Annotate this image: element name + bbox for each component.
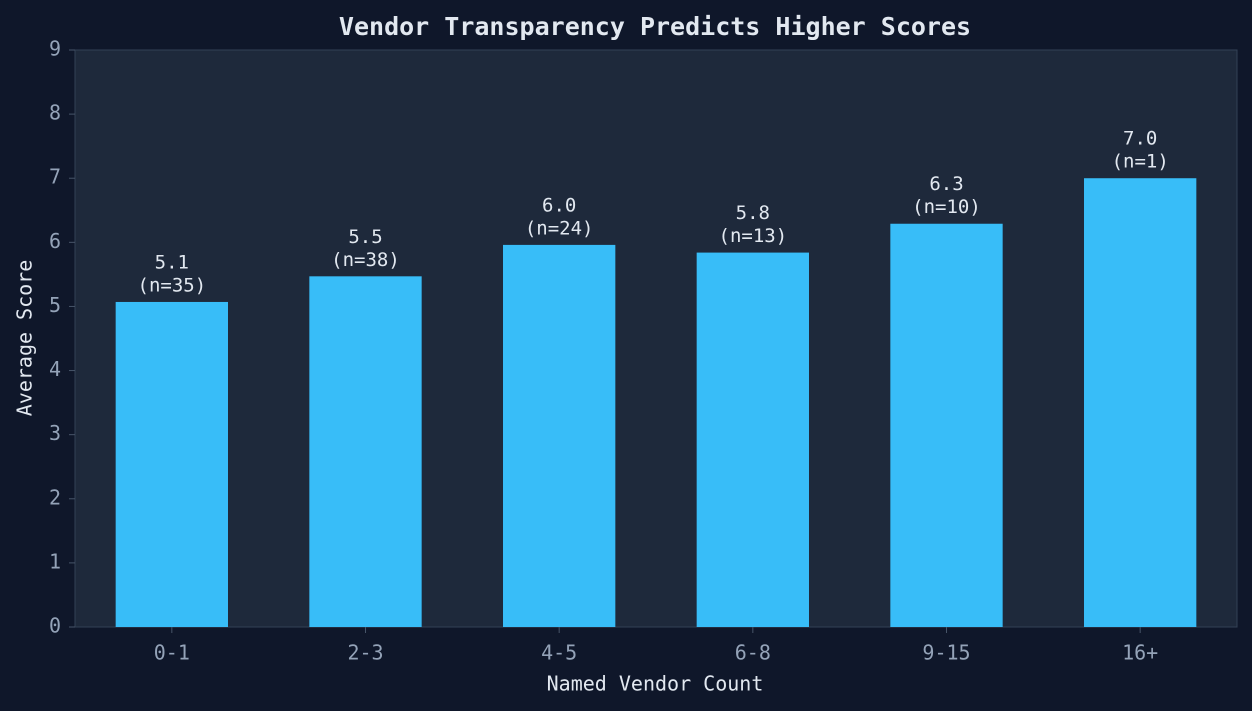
y-tick-label: 0	[49, 614, 61, 638]
count-label: (n=24)	[525, 217, 594, 239]
y-tick-label: 4	[49, 357, 61, 381]
bar	[309, 276, 422, 627]
bar	[115, 301, 228, 627]
value-label: 5.8	[736, 202, 770, 224]
x-tick-label: 16+	[1122, 641, 1158, 665]
y-axis-label: Average Score	[13, 260, 37, 417]
y-tick-label: 8	[49, 101, 61, 125]
count-label: (n=38)	[331, 249, 400, 271]
y-tick-label: 1	[49, 549, 61, 573]
count-label: (n=1)	[1112, 151, 1169, 173]
value-label: 7.0	[1123, 128, 1157, 150]
y-tick-label: 5	[49, 293, 61, 317]
y-tick-label: 3	[49, 421, 61, 445]
y-tick-label: 2	[49, 485, 61, 509]
bar	[1084, 178, 1197, 627]
x-tick-label: 2-3	[347, 641, 383, 665]
y-tick-label: 7	[49, 165, 61, 189]
x-tick-label: 0-1	[154, 641, 190, 665]
value-label: 6.3	[929, 173, 963, 195]
bar	[890, 223, 1003, 628]
count-label: (n=10)	[912, 196, 981, 218]
x-tick-label: 6-8	[735, 641, 771, 665]
plot-area	[74, 49, 1238, 628]
x-axis-label: Named Vendor Count	[547, 672, 764, 696]
value-label: 6.0	[542, 194, 576, 216]
value-label: 5.5	[348, 226, 382, 248]
chart-title: Vendor Transparency Predicts Higher Scor…	[339, 12, 971, 41]
bar	[696, 252, 809, 627]
count-label: (n=35)	[138, 274, 207, 296]
count-label: (n=13)	[719, 225, 788, 247]
value-label: 5.1	[155, 251, 189, 273]
y-tick-label: 6	[49, 229, 61, 253]
x-tick-label: 9-15	[922, 641, 970, 665]
x-tick-label: 4-5	[541, 641, 577, 665]
bar	[503, 244, 616, 628]
y-tick-label: 9	[49, 37, 61, 61]
